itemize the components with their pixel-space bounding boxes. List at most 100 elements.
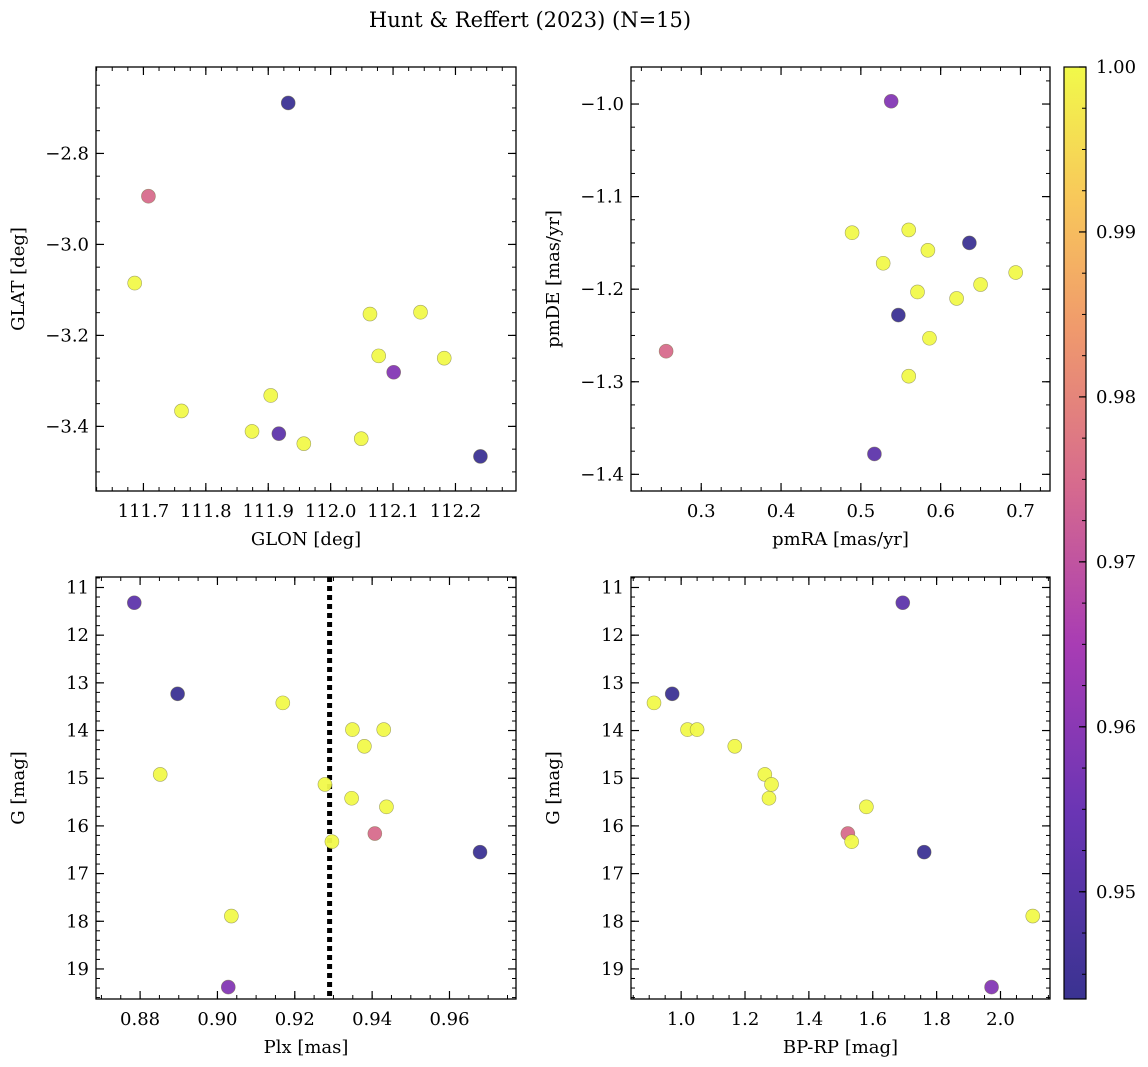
data-point [764,777,779,792]
data-point [844,225,860,241]
data-point [920,243,936,258]
data-point [263,388,279,403]
y-tick-label: −3.0 [45,234,89,255]
x-tick-label: 0.6 [926,501,955,522]
x-tick-label: 112.2 [430,501,482,522]
y-tick-label: −3.2 [45,325,89,346]
y-tick-label: 18 [66,911,89,932]
y-tick-label: −1.0 [580,94,624,115]
data-point [901,368,917,384]
data-point [345,722,360,737]
data-point [891,307,906,323]
y-tick-label: −1.4 [580,464,624,485]
x-tick-label: 0.4 [767,501,796,522]
x-tick-label: 0.7 [1006,501,1035,522]
data-point [658,343,674,359]
x-tick-label: 112.0 [305,501,357,522]
x-tick-label: 111.9 [242,501,294,522]
y-tick-label: −3.4 [45,416,89,437]
data-point [344,790,359,806]
data-point [152,767,168,782]
x-tick-label: 1.6 [858,1009,887,1030]
axes-frame [630,66,1051,492]
data-point [317,777,333,792]
x-tick-label: 0.92 [275,1009,315,1030]
y-tick-label: 14 [66,721,89,742]
data-point [376,722,392,737]
y-tick-label: 13 [66,673,89,694]
data-point [174,403,189,419]
colorbar-tick-label: 0.95 [1096,882,1136,903]
panel-proper-motion: 0.3 0.4 0.5 0.6 0.7 −1.0 −1.1 −1.2 −1.3 −1.4 pmRA … [543,66,1051,550]
data-point [859,799,874,815]
colorbar: 1.00 0.99 0.98 0.97 0.96 0.95 [1063,57,1136,1000]
y-axis-label: G [mag] [543,751,564,824]
data-point [362,306,378,322]
y-tick-label: 15 [66,768,89,789]
data-point [436,350,452,366]
y-tick-label: −2.8 [45,143,89,164]
data-point [324,834,340,849]
colorbar-tick-label: 0.96 [1096,717,1136,738]
y-tick-label: −1.2 [580,279,624,300]
data-point [473,449,488,464]
colorbar-tick-label: 1.00 [1096,57,1136,78]
panel-sky: 111.7 111.8 111.9 112.0 112.1 112.2 −2.8 −3.0 −3… [8,66,517,550]
y-tick-label: −1.3 [580,372,624,393]
data-point [962,235,977,251]
data-point [1008,265,1023,280]
y-tick-label: 13 [601,673,624,694]
x-tick-label: 111.8 [180,501,232,522]
colorbar-tick-label: 0.98 [1096,387,1136,408]
data-point [220,979,236,995]
y-axis-label: G [mag] [8,751,29,824]
x-axis-label: pmRA [mas/yr] [772,529,909,550]
data-point [916,844,932,860]
colorbar-ticks: 1.00 0.99 0.98 0.97 0.96 0.95 [1079,57,1136,975]
data-point [379,799,394,815]
y-tick-label: 16 [601,816,624,837]
y-tick-label: 12 [66,625,89,646]
data-point [922,330,937,346]
figure-title: Hunt & Reffert (2023) (N=15) [369,8,691,32]
data-point [367,826,383,841]
y-tick-label: 12 [601,625,624,646]
data-point [1025,908,1041,924]
data-point [170,686,185,702]
y-tick-label: 18 [601,911,624,932]
data-point [910,284,925,300]
axes-frame [630,576,1051,1000]
x-tick-label: 0.5 [847,501,876,522]
data-point [296,436,312,451]
y-tick-label: −1.1 [580,187,624,208]
colorbar-gradient [1063,66,1087,1000]
y-axis-label: GLAT [deg] [8,227,29,331]
data-point [224,908,239,924]
panel-cmd: 1.0 1.2 1.4 1.6 1.8 2.0 11 12 13 14 15 16 17 18 19 BP-R… [543,576,1051,1058]
data-point [883,93,899,109]
x-tick-label: 0.94 [352,1009,392,1030]
x-tick-label: 111.7 [118,501,170,522]
colorbar-tick-label: 0.99 [1096,222,1136,243]
data-point [689,722,705,737]
x-axis-label: Plx [mas] [264,1037,349,1058]
data-point [271,426,287,441]
x-axis-label: GLON [deg] [251,529,361,550]
x-tick-label: 0.3 [687,501,716,522]
data-point [973,277,988,292]
y-tick-label: 11 [601,577,624,598]
y-tick-label: 19 [601,959,624,980]
data-point [664,686,680,702]
data-point [901,222,917,238]
x-axis-label: BP-RP [mag] [783,1037,898,1058]
data-point [875,255,891,271]
data-point [126,595,142,611]
x-tick-label: 1.4 [795,1009,824,1030]
data-point [646,695,662,711]
y-tick-label: 11 [66,577,89,598]
data-point [280,95,296,111]
y-tick-label: 17 [66,864,89,885]
x-tick-label: 2.0 [986,1009,1015,1030]
data-point [353,431,369,446]
